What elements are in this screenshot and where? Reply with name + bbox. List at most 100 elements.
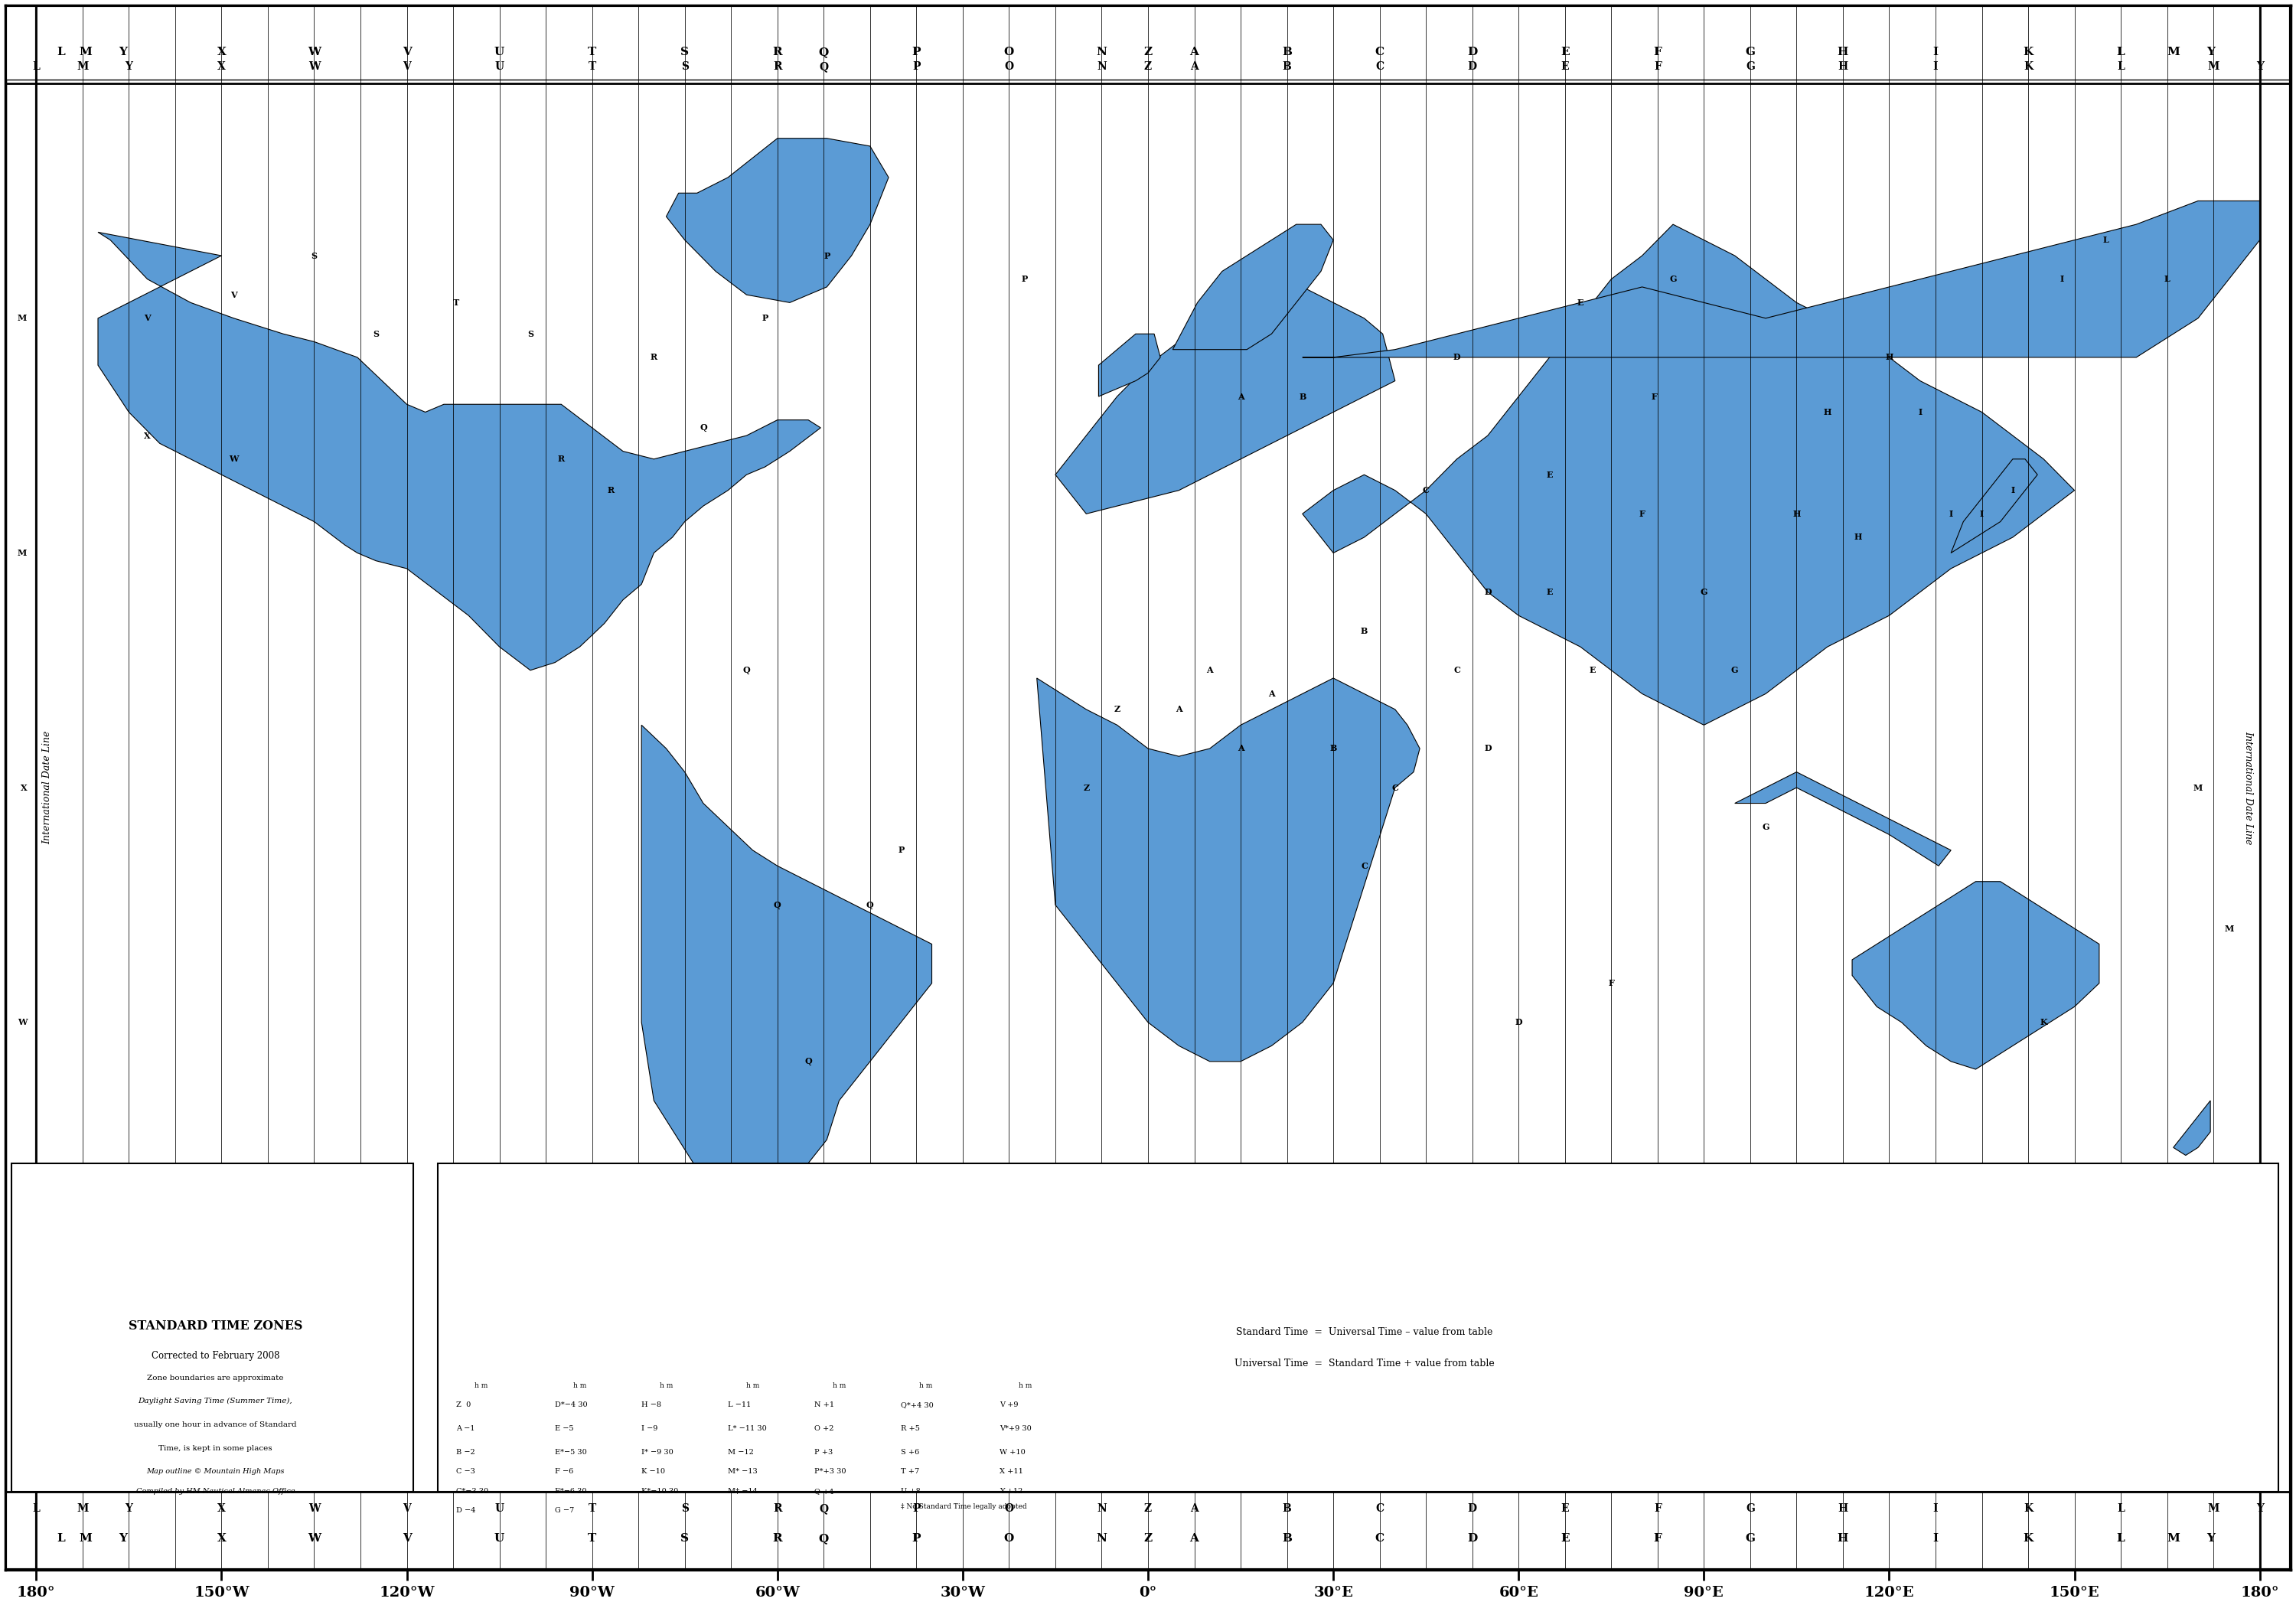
Text: h m: h m [746,1382,760,1388]
Polygon shape [1952,459,2037,554]
Text: W: W [230,454,239,464]
Text: D: D [1467,47,1476,58]
Text: Universal Time  =  Standard Time + value from table: Universal Time = Standard Time + value f… [1235,1359,1495,1369]
Text: Y +12: Y +12 [999,1488,1024,1494]
Text: L M Y: L M Y [2229,50,2259,59]
Text: P: P [824,252,829,260]
Text: B: B [1300,392,1306,401]
Text: I: I [1933,61,1938,72]
Text: M: M [76,61,90,72]
Text: M: M [78,47,92,58]
Text: D: D [1483,587,1492,597]
Text: C: C [1375,47,1384,58]
Text: F: F [1653,47,1662,58]
Text: Z: Z [1143,1504,1153,1514]
Text: L: L [57,47,64,58]
Polygon shape [2174,1101,2211,1156]
Text: Z: Z [1143,47,1153,58]
Text: L: L [2117,1504,2124,1514]
Text: International Date Line: International Date Line [41,730,53,844]
Text: K: K [2023,1533,2034,1544]
Text: Zone boundaries are approximate: Zone boundaries are approximate [147,1374,285,1382]
Text: Time, is kept in some places: Time, is kept in some places [158,1444,273,1451]
Text: F: F [1607,979,1614,987]
Text: W +10: W +10 [999,1449,1026,1456]
Text: h m: h m [659,1382,673,1388]
Text: Y: Y [119,47,126,58]
Text: N +1: N +1 [815,1401,833,1409]
Text: D*−4 30: D*−4 30 [556,1401,588,1409]
Text: M: M [76,1504,90,1514]
Text: H: H [1837,1504,1848,1514]
Text: F: F [1653,61,1662,72]
Text: L: L [21,1254,28,1262]
Text: N: N [1097,47,1107,58]
Text: A: A [1189,1533,1199,1544]
Polygon shape [1853,881,2099,1069]
Text: Y: Y [124,61,133,72]
Text: Y: Y [2257,61,2264,72]
Text: H: H [1837,47,1848,58]
Text: E: E [1561,61,1568,72]
Text: M: M [2225,924,2234,933]
Text: W: W [308,1504,319,1514]
Text: L M Y: L M Y [37,50,67,59]
Text: V: V [145,315,152,323]
Text: P: P [898,846,905,854]
Text: I: I [1933,47,1938,58]
FancyBboxPatch shape [5,1491,2291,1570]
Text: T +7: T +7 [900,1469,918,1475]
Text: D: D [1467,1504,1476,1514]
Text: M† −14: M† −14 [728,1488,758,1494]
Text: D: D [1453,353,1460,361]
Text: A: A [1176,705,1182,714]
Text: L: L [32,61,39,72]
Polygon shape [1736,772,1952,865]
Text: I −9: I −9 [641,1425,659,1432]
Text: F*−6 30: F*−6 30 [556,1488,588,1494]
Text: L M Y: L M Y [2229,1515,2259,1525]
Text: O: O [1003,1504,1013,1514]
Text: T: T [588,1504,597,1514]
Text: G: G [1745,1533,1754,1544]
Text: C: C [1375,1504,1384,1514]
Text: A: A [1189,1504,1199,1514]
Text: L: L [32,1504,39,1514]
Text: S: S [310,252,317,260]
Text: B: B [1283,1504,1290,1514]
Text: X: X [216,1533,225,1544]
Text: Y: Y [2206,47,2216,58]
Text: G −7: G −7 [556,1507,574,1514]
Text: E: E [1545,470,1552,478]
Text: Q +4: Q +4 [815,1488,833,1494]
Text: H: H [1837,1533,1848,1544]
Polygon shape [666,138,889,303]
Text: S: S [680,47,689,58]
Polygon shape [1038,679,1419,1061]
Text: Z  0: Z 0 [457,1401,471,1409]
Text: C: C [1375,61,1384,72]
Text: O: O [1003,1533,1015,1544]
Text: N: N [1097,61,1107,72]
Text: F: F [1653,1504,1662,1514]
Text: F: F [1639,510,1646,518]
Text: F −6: F −6 [556,1469,574,1475]
Text: C*−3 30: C*−3 30 [457,1488,489,1494]
Text: W: W [308,61,319,72]
Text: R +5: R +5 [900,1425,921,1432]
Text: C: C [1391,783,1398,791]
Text: H: H [1823,408,1832,416]
FancyBboxPatch shape [5,2,2291,80]
Text: Standard Time  =  Universal Time – value from table: Standard Time = Universal Time – value f… [1235,1327,1492,1337]
Text: D: D [1483,745,1492,753]
Text: P: P [912,1504,921,1514]
Text: D: D [1467,1533,1476,1544]
Text: U +8: U +8 [900,1488,921,1494]
Text: S: S [682,61,689,72]
Text: R: R [771,1533,783,1544]
Text: M: M [2167,47,2179,58]
Text: R: R [774,1504,783,1514]
Text: F: F [1653,1533,1662,1544]
Text: B: B [1281,1533,1293,1544]
Text: B: B [1281,47,1293,58]
